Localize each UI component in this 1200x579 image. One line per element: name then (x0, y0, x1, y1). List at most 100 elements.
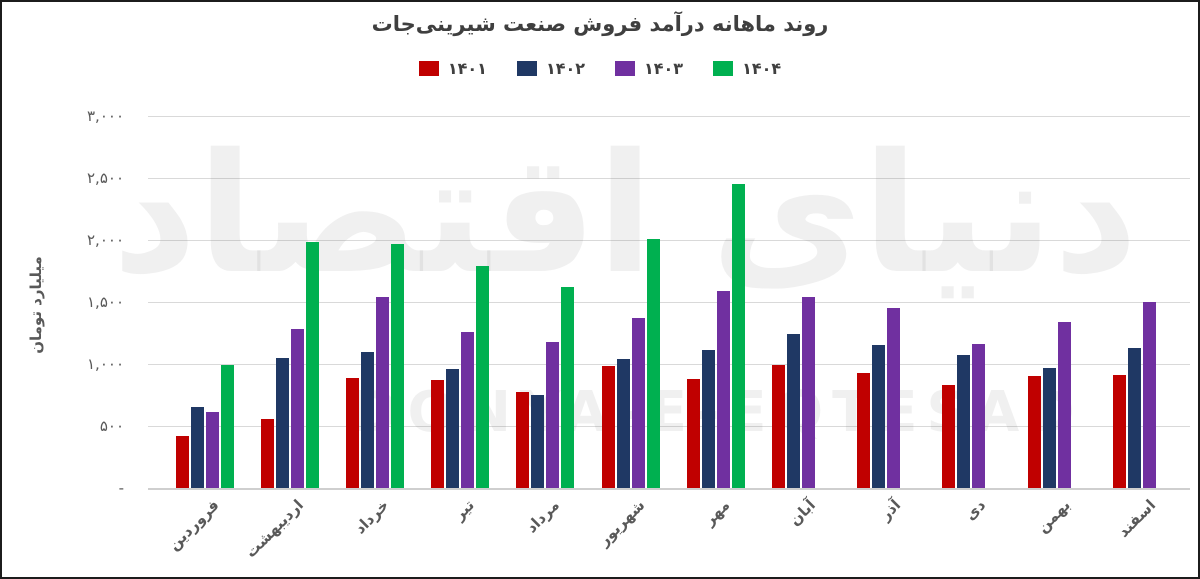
x-axis-label: خرداد (351, 496, 393, 538)
gridline (148, 178, 1190, 179)
gridline (148, 240, 1190, 241)
bar-month5-series4 (561, 287, 575, 488)
legend-item-3: ۱۴۰۳ (615, 59, 683, 78)
legend-label: ۱۴۰۱ (447, 59, 487, 78)
bar-month3-series2 (360, 351, 374, 488)
bar-month2-series1 (260, 419, 274, 488)
legend-swatch (516, 61, 537, 76)
bar-month9-series2 (872, 345, 886, 488)
legend-label: ۱۴۰۳ (644, 59, 684, 78)
legend-item-2: ۱۴۰۲ (516, 59, 585, 78)
y-tick-label: ۲,۰۰۰ (87, 231, 124, 249)
bar-month9-series1 (857, 372, 871, 488)
x-axis-label: دی (961, 496, 990, 524)
x-axis-label: مهر (700, 496, 734, 529)
gridline (148, 426, 1190, 427)
bar-month12-series3 (1142, 302, 1156, 488)
x-axis-label: مرداد (522, 496, 564, 537)
x-axis-label: اسفند (1114, 496, 1160, 541)
y-tick-label: ۳,۰۰۰ (87, 107, 124, 125)
bar-month2-series3 (290, 329, 304, 488)
bar-month1-series1 (175, 435, 189, 488)
plot-area (148, 116, 1190, 490)
gridline (148, 364, 1190, 365)
gridline (148, 488, 1190, 490)
bar-month10-series3 (972, 344, 986, 488)
bar-group-6 (601, 238, 660, 488)
legend-swatch (615, 61, 635, 76)
bar-month3-series1 (345, 377, 359, 488)
bar-month7-series4 (731, 184, 745, 488)
x-axis-label: شهریور (594, 496, 649, 550)
y-tick-label: ۲,۵۰۰ (87, 169, 124, 187)
bar-group-4 (431, 266, 490, 488)
bar-month4-series1 (431, 380, 445, 488)
bar-month5-series1 (516, 391, 530, 488)
bar-month9-series3 (887, 308, 901, 488)
x-axis-label: بهمن (1033, 496, 1075, 537)
bar-month2-series4 (305, 242, 319, 488)
bar-month6-series2 (616, 359, 630, 488)
bar-group-2 (260, 242, 319, 488)
bar-group-1 (175, 365, 234, 488)
bar-month4-series3 (461, 331, 475, 488)
x-axis-label: آذر (875, 496, 904, 524)
x-axis-label: تیر (450, 496, 478, 524)
x-axis-label: اردیبهشت (242, 496, 308, 562)
legend-item-4: ۱۴۰۴ (713, 59, 781, 78)
bar-group-9 (857, 308, 915, 488)
y-tick-label: ۱,۵۰۰ (87, 293, 124, 311)
bar-month12-series1 (1112, 375, 1126, 488)
bar-month3-series3 (375, 297, 389, 488)
bar-month11-series1 (1027, 376, 1041, 488)
bar-month8-series1 (771, 364, 785, 488)
y-tick-label: ۵۰۰ (99, 417, 124, 435)
x-axis-label: آبان (785, 496, 819, 530)
bar-month10-series2 (957, 355, 971, 488)
legend-swatch (713, 61, 734, 76)
bar-month7-series1 (686, 378, 700, 488)
bar-group-11 (1027, 321, 1086, 488)
bar-group-5 (516, 287, 575, 488)
bar-month4-series2 (446, 368, 460, 488)
gridline (148, 302, 1190, 303)
y-tick-label: ۱,۰۰۰ (87, 355, 124, 373)
bar-month5-series3 (546, 341, 560, 488)
bar-month4-series4 (476, 266, 490, 488)
chart-legend: ۱۴۰۱ ۱۴۰۲ ۱۴۰۳ ۱۴۰۴ (2, 59, 1198, 78)
chart-title: روند ماهانه درآمد فروش صنعت شیرینی‌جات (371, 12, 829, 36)
bar-month12-series2 (1127, 347, 1141, 488)
bar-month5-series2 (531, 395, 545, 488)
bar-month8-series2 (786, 334, 800, 488)
y-tick-label: - (118, 479, 124, 497)
legend-label: ۱۴۰۴ (742, 59, 782, 78)
bar-group-12 (1112, 302, 1171, 488)
watermark-persian: دنیای اقتصاد (112, 118, 1138, 310)
bar-month11-series2 (1042, 367, 1056, 488)
legend-label: ۱۴۰۲ (545, 59, 585, 78)
legend-item-1: ۱۴۰۱ (418, 59, 487, 78)
bar-month8-series3 (801, 297, 815, 488)
bar-group-8 (771, 297, 830, 488)
bar-group-3 (345, 243, 404, 488)
bar-month1-series3 (205, 412, 219, 488)
bar-month6-series3 (631, 318, 645, 488)
x-axis-label: فروردین (164, 496, 223, 554)
bar-group-7 (686, 184, 745, 488)
bar-month7-series3 (716, 290, 730, 488)
bar-month3-series4 (390, 243, 404, 488)
bar-month1-series4 (220, 365, 234, 488)
bar-month11-series3 (1057, 321, 1071, 488)
bar-month2-series2 (275, 357, 289, 488)
legend-swatch (418, 61, 439, 76)
bar-month10-series1 (942, 385, 956, 488)
bar-month6-series4 (646, 238, 660, 488)
bar-month1-series2 (190, 407, 204, 488)
bar-month6-series1 (601, 366, 615, 488)
bar-group-10 (942, 344, 1000, 488)
gridline (148, 116, 1190, 117)
bar-month7-series2 (701, 350, 715, 488)
